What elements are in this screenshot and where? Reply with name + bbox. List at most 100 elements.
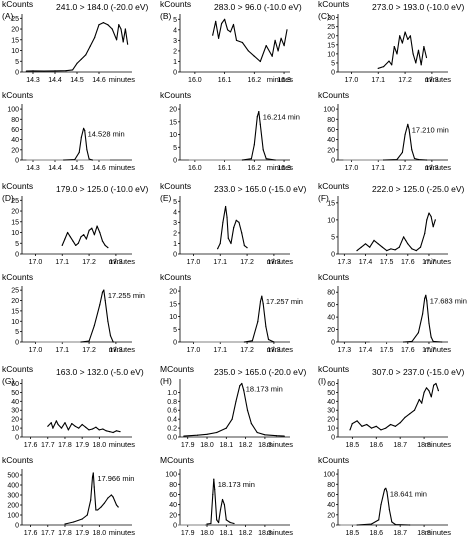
x-axis-units-label: minutes bbox=[425, 257, 452, 266]
data-point bbox=[432, 340, 434, 342]
data-point bbox=[411, 340, 413, 342]
data-point bbox=[71, 423, 73, 425]
data-point bbox=[115, 504, 118, 506]
data-point bbox=[91, 159, 93, 161]
data-point bbox=[226, 216, 228, 218]
y-tick-label: 40 bbox=[327, 137, 335, 144]
data-point bbox=[83, 234, 85, 236]
y-axis-label: kCounts bbox=[160, 90, 191, 100]
data-point bbox=[109, 335, 112, 337]
data-point bbox=[55, 420, 58, 422]
x-tick-label: 18.6 bbox=[369, 530, 383, 537]
y-axis-label: kCounts bbox=[2, 181, 33, 191]
y-tick-label: 0 bbox=[15, 435, 19, 442]
data-point bbox=[428, 390, 430, 392]
data-point bbox=[225, 205, 227, 208]
data-point bbox=[206, 523, 208, 525]
x-axis-units-label: minutes bbox=[109, 163, 136, 172]
data-point bbox=[67, 429, 69, 431]
data-point bbox=[253, 144, 255, 146]
y-tick-label: 40 bbox=[327, 502, 335, 509]
data-point bbox=[233, 227, 235, 229]
y-axis-label: MCounts bbox=[160, 364, 194, 374]
y-tick-label: 10 bbox=[169, 132, 177, 139]
data-point bbox=[433, 384, 435, 386]
data-point bbox=[424, 232, 426, 235]
transition-title: 307.0 > 237.0 (-15.0 eV) bbox=[372, 367, 465, 377]
x-axis-units-label: minutes bbox=[425, 528, 452, 537]
data-point bbox=[216, 519, 218, 521]
data-point bbox=[417, 332, 419, 334]
data-point bbox=[183, 435, 185, 437]
y-axis-label: MCounts bbox=[160, 455, 194, 465]
data-point bbox=[221, 498, 224, 501]
data-point bbox=[229, 521, 231, 524]
y-axis-label: kCounts bbox=[160, 181, 191, 191]
y-tick-label: 0 bbox=[331, 70, 335, 77]
data-point bbox=[265, 326, 267, 328]
data-point bbox=[210, 522, 212, 525]
y-tick-label: 5 bbox=[331, 234, 335, 241]
panel-letter: (G) bbox=[2, 376, 14, 386]
data-point bbox=[383, 66, 385, 68]
x-tick-label: 17.3 bbox=[425, 77, 439, 84]
y-tick-label: 5 bbox=[331, 60, 335, 67]
data-point bbox=[72, 69, 74, 71]
x-tick-label: 17.0 bbox=[345, 165, 359, 172]
data-point bbox=[361, 425, 363, 427]
y-tick-label: 15 bbox=[169, 119, 177, 126]
data-point bbox=[411, 149, 413, 151]
data-point bbox=[246, 247, 248, 249]
y-tick-label: 1 bbox=[173, 59, 177, 66]
data-point bbox=[423, 391, 425, 393]
data-point bbox=[93, 234, 95, 236]
x-tick-label: 17.4 bbox=[359, 259, 373, 266]
data-point bbox=[100, 506, 102, 508]
data-point bbox=[381, 246, 383, 248]
data-point bbox=[413, 157, 416, 160]
data-point bbox=[434, 219, 436, 221]
data-point bbox=[77, 242, 79, 244]
data-point bbox=[63, 159, 65, 161]
data-point bbox=[218, 37, 220, 39]
x-tick-label: 17.4 bbox=[359, 347, 373, 354]
data-point bbox=[225, 427, 227, 429]
x-axis-units-label: minutes bbox=[425, 345, 452, 354]
y-tick-label: 20 bbox=[169, 289, 177, 296]
data-point bbox=[257, 321, 259, 323]
y-tick-label: 40 bbox=[327, 315, 335, 322]
chromatogram-trace bbox=[212, 18, 288, 63]
data-point bbox=[61, 244, 63, 246]
data-point bbox=[99, 304, 101, 306]
data-point bbox=[241, 232, 243, 234]
data-point bbox=[238, 221, 240, 223]
x-tick-label: 17.9 bbox=[75, 442, 89, 449]
data-point bbox=[43, 70, 45, 72]
y-tick-label: 0.2 bbox=[167, 426, 177, 433]
y-tick-label: 100 bbox=[7, 513, 19, 520]
data-point bbox=[115, 430, 118, 432]
x-tick-label: 17.7 bbox=[422, 259, 436, 266]
y-tick-label: 60 bbox=[327, 127, 335, 134]
y-tick-label: 4 bbox=[173, 27, 177, 34]
data-point bbox=[425, 387, 428, 389]
y-tick-label: 20 bbox=[327, 512, 335, 519]
y-tick-label: 0 bbox=[331, 340, 335, 347]
y-tick-label: 5 bbox=[173, 199, 177, 206]
y-tick-label: 3 bbox=[173, 220, 177, 227]
peak-retention-label: 17.210 min bbox=[412, 125, 449, 134]
data-point bbox=[95, 509, 97, 511]
data-point bbox=[212, 493, 214, 496]
x-tick-label: 17.7 bbox=[422, 347, 436, 354]
data-point bbox=[437, 390, 439, 392]
y-axis-label: kCounts bbox=[2, 0, 33, 9]
panel-letter: (C) bbox=[318, 11, 330, 21]
data-point bbox=[422, 313, 424, 315]
data-point bbox=[89, 45, 91, 47]
data-point bbox=[117, 506, 119, 508]
data-point bbox=[25, 70, 27, 72]
data-point bbox=[421, 402, 423, 404]
y-tick-label: 80 bbox=[169, 482, 177, 489]
data-point bbox=[394, 425, 396, 427]
data-point bbox=[425, 159, 428, 161]
